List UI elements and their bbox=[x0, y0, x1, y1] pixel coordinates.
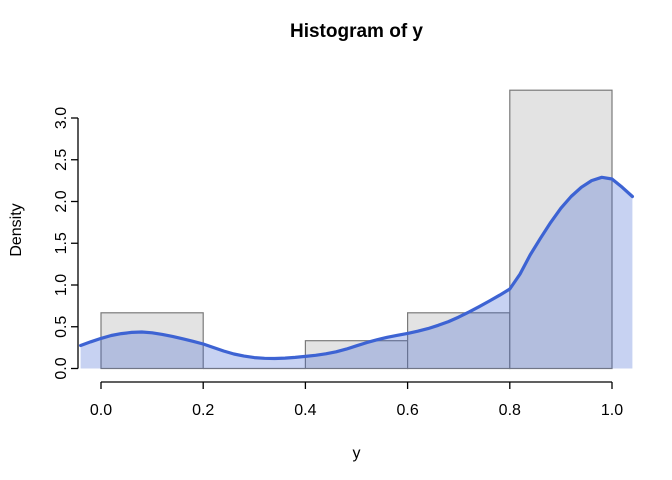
y-tick-label: 3.0 bbox=[53, 107, 70, 129]
x-tick-label: 0.6 bbox=[396, 402, 418, 419]
y-tick-label: 2.5 bbox=[53, 149, 70, 171]
x-tick-label: 1.0 bbox=[601, 402, 623, 419]
y-axis: 0.0 0.5 1.0 1.5 2.0 2.5 3.0 bbox=[53, 107, 79, 380]
density-fill bbox=[80, 177, 633, 369]
histogram-bar bbox=[509, 89, 613, 370]
y-tick-label: 1.5 bbox=[53, 232, 70, 254]
y-axis-title: Density bbox=[8, 203, 26, 257]
x-tick-label: 0.8 bbox=[499, 402, 521, 419]
y-tick-label: 0.5 bbox=[53, 316, 70, 338]
x-axis-title: y bbox=[352, 445, 361, 462]
x-axis: 0.0 0.2 0.4 0.6 0.8 1.0 bbox=[90, 381, 623, 419]
histogram-bar bbox=[407, 312, 511, 370]
y-tick-label: 1.0 bbox=[53, 274, 70, 296]
x-tick-label: 0.4 bbox=[294, 402, 316, 419]
histogram-bars bbox=[100, 89, 613, 370]
y-tick-label: 0.0 bbox=[53, 357, 70, 379]
density-curve bbox=[79, 175, 634, 361]
y-tick-label: 2.0 bbox=[53, 190, 70, 212]
chart-title: Histogram of y bbox=[289, 21, 424, 42]
x-tick-label: 0.2 bbox=[192, 402, 214, 419]
x-tick-label: 0.0 bbox=[90, 402, 112, 419]
